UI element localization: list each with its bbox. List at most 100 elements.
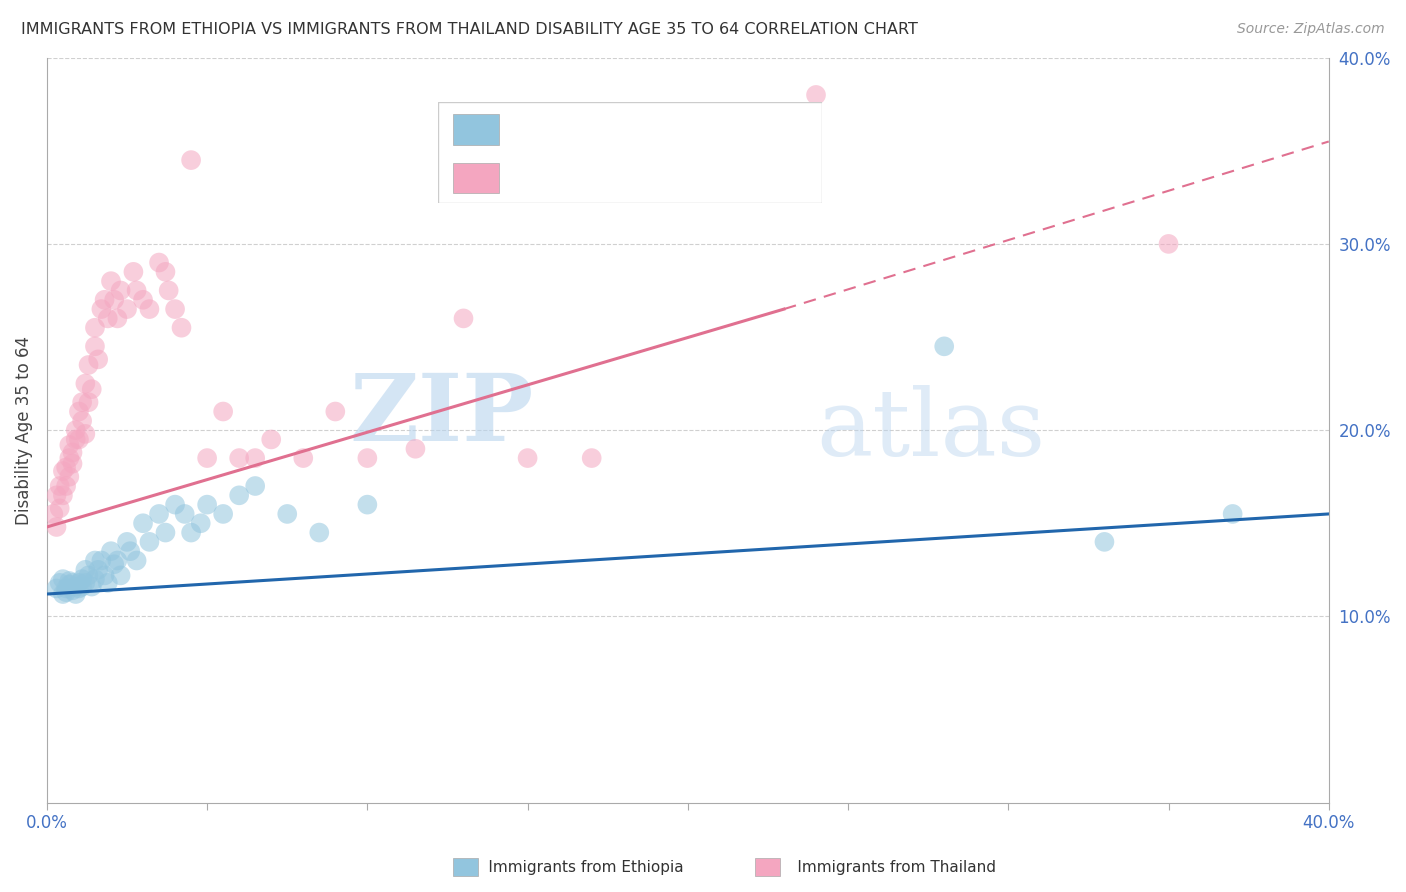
Point — [75, 376, 97, 391]
Point — [115, 534, 138, 549]
Point — [1157, 236, 1180, 251]
Point — [80, 580, 103, 594]
Point — [323, 404, 346, 418]
Point — [276, 507, 298, 521]
Point — [84, 339, 107, 353]
Point — [404, 442, 426, 456]
Text: IMMIGRANTS FROM ETHIOPIA VS IMMIGRANTS FROM THAILAND DISABILITY AGE 35 TO 64 COR: IMMIGRANTS FROM ETHIOPIA VS IMMIGRANTS F… — [21, 22, 918, 37]
Point — [84, 572, 107, 586]
Point — [67, 433, 90, 447]
Point — [55, 582, 77, 596]
Point — [52, 488, 75, 502]
Point — [48, 575, 70, 590]
Point — [62, 457, 84, 471]
Point — [122, 265, 145, 279]
Point — [180, 153, 202, 167]
Point — [260, 433, 283, 447]
Point — [65, 433, 87, 447]
Point — [356, 498, 378, 512]
Point — [75, 563, 97, 577]
Point — [70, 580, 93, 594]
Point — [97, 575, 120, 590]
Point — [120, 544, 142, 558]
Point — [1222, 507, 1244, 521]
Point — [125, 553, 148, 567]
Point — [103, 558, 125, 572]
Point — [245, 479, 267, 493]
Point — [173, 507, 195, 521]
Point — [105, 553, 128, 567]
Point — [52, 464, 75, 478]
Point — [132, 516, 155, 531]
Text: Immigrants from Ethiopia: Immigrants from Ethiopia — [464, 860, 683, 874]
Point — [1094, 534, 1116, 549]
Point — [45, 520, 67, 534]
Point — [93, 568, 115, 582]
Point — [356, 451, 378, 466]
Point — [87, 563, 110, 577]
Point — [62, 583, 84, 598]
Point — [132, 293, 155, 307]
Point — [62, 575, 84, 590]
Point — [77, 568, 100, 582]
Point — [148, 255, 170, 269]
Point — [453, 311, 475, 326]
Point — [58, 451, 80, 466]
Point — [58, 469, 80, 483]
Point — [195, 451, 218, 466]
Point — [292, 451, 315, 466]
Point — [105, 311, 128, 326]
Point — [77, 358, 100, 372]
Point — [516, 451, 538, 466]
Y-axis label: Disability Age 35 to 64: Disability Age 35 to 64 — [15, 335, 32, 524]
Point — [228, 451, 250, 466]
Text: Immigrants from Thailand: Immigrants from Thailand — [773, 860, 997, 874]
Point — [42, 507, 65, 521]
Point — [115, 302, 138, 317]
Point — [67, 404, 90, 418]
Point — [65, 587, 87, 601]
Point — [157, 284, 180, 298]
Point — [58, 578, 80, 592]
Point — [155, 265, 177, 279]
Point — [308, 525, 330, 540]
Point — [212, 404, 235, 418]
Point — [58, 574, 80, 588]
Point — [77, 395, 100, 409]
Point — [62, 445, 84, 459]
Point — [170, 320, 193, 334]
Point — [48, 479, 70, 493]
Point — [55, 479, 77, 493]
Point — [75, 575, 97, 590]
Point — [180, 525, 202, 540]
Point — [52, 587, 75, 601]
Text: Source: ZipAtlas.com: Source: ZipAtlas.com — [1237, 22, 1385, 37]
Point — [84, 320, 107, 334]
Point — [165, 302, 187, 317]
Point — [90, 302, 112, 317]
Point — [93, 293, 115, 307]
Point — [45, 488, 67, 502]
Point — [45, 582, 67, 596]
Point — [55, 460, 77, 475]
Point — [84, 553, 107, 567]
Point — [138, 302, 160, 317]
Text: atlas: atlas — [815, 385, 1045, 475]
Point — [190, 516, 212, 531]
Point — [148, 507, 170, 521]
Point — [58, 438, 80, 452]
Point — [90, 553, 112, 567]
Point — [155, 525, 177, 540]
Point — [48, 501, 70, 516]
Point — [100, 544, 122, 558]
Text: ZIP: ZIP — [350, 370, 534, 460]
Point — [65, 423, 87, 437]
Point — [644, 135, 666, 149]
Point — [138, 534, 160, 549]
Point — [110, 284, 132, 298]
Point — [804, 87, 827, 102]
Point — [100, 274, 122, 288]
Point — [245, 451, 267, 466]
Point — [709, 106, 731, 120]
Point — [212, 507, 235, 521]
